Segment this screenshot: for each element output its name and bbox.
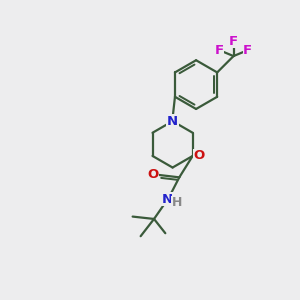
Text: N: N bbox=[167, 115, 178, 128]
Text: N: N bbox=[162, 193, 173, 206]
Text: O: O bbox=[194, 149, 205, 162]
Text: O: O bbox=[147, 169, 158, 182]
Text: F: F bbox=[229, 35, 238, 48]
Text: H: H bbox=[172, 196, 182, 209]
Text: F: F bbox=[243, 44, 252, 57]
Text: F: F bbox=[215, 44, 224, 57]
